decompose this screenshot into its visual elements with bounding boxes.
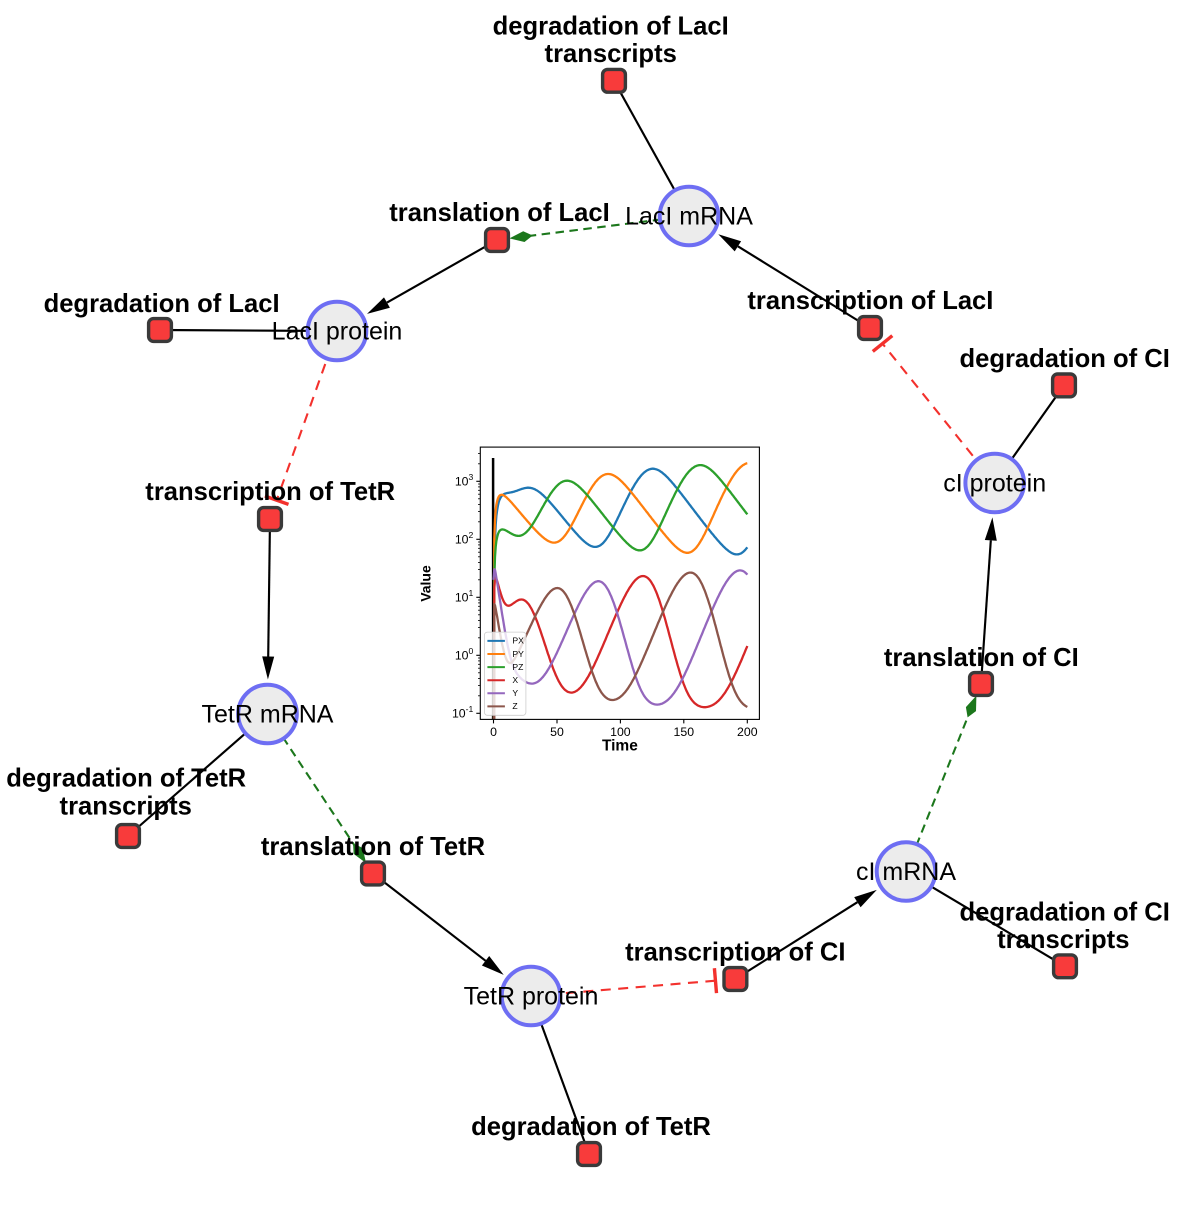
svg-text:transcripts: transcripts <box>545 40 677 68</box>
svg-text:transcription of LacI: transcription of LacI <box>747 287 993 315</box>
svg-text:degradation of CI: degradation of CI <box>959 898 1169 926</box>
svg-text:Z: Z <box>512 701 517 711</box>
svg-text:LacI mRNA: LacI mRNA <box>625 203 753 231</box>
svg-text:100: 100 <box>610 725 631 739</box>
svg-text:TetR protein: TetR protein <box>464 983 599 1011</box>
svg-text:transcription of CI: transcription of CI <box>625 939 845 967</box>
svg-text:degradation of CI: degradation of CI <box>959 345 1169 373</box>
svg-text:degradation of LacI: degradation of LacI <box>493 12 729 40</box>
svg-text:LacI protein: LacI protein <box>272 318 403 346</box>
svg-text:X: X <box>512 675 518 685</box>
svg-text:translation of LacI: translation of LacI <box>389 199 609 227</box>
svg-text:degradation of TetR: degradation of TetR <box>471 1113 711 1141</box>
svg-text:translation of TetR: translation of TetR <box>261 833 485 861</box>
svg-text:50: 50 <box>550 725 564 739</box>
svg-text:degradation of TetR: degradation of TetR <box>6 765 246 793</box>
svg-text:transcripts: transcripts <box>997 926 1129 954</box>
svg-text:PZ: PZ <box>512 662 523 672</box>
svg-text:transcripts: transcripts <box>60 793 192 821</box>
svg-text:150: 150 <box>674 725 695 739</box>
svg-text:TetR mRNA: TetR mRNA <box>202 701 334 729</box>
svg-text:transcription of TetR: transcription of TetR <box>145 478 395 506</box>
svg-text:degradation of LacI: degradation of LacI <box>44 290 280 318</box>
svg-text:Y: Y <box>512 688 518 698</box>
svg-text:Time: Time <box>602 738 638 755</box>
svg-text:0: 0 <box>490 725 497 739</box>
svg-text:cI mRNA: cI mRNA <box>856 858 956 886</box>
svg-text:200: 200 <box>737 725 758 739</box>
svg-text:cI protein: cI protein <box>943 470 1046 498</box>
svg-text:PX: PX <box>512 636 524 646</box>
svg-text:translation of CI: translation of CI <box>884 644 1079 672</box>
svg-text:PY: PY <box>512 649 524 659</box>
svg-text:Value: Value <box>417 565 433 602</box>
